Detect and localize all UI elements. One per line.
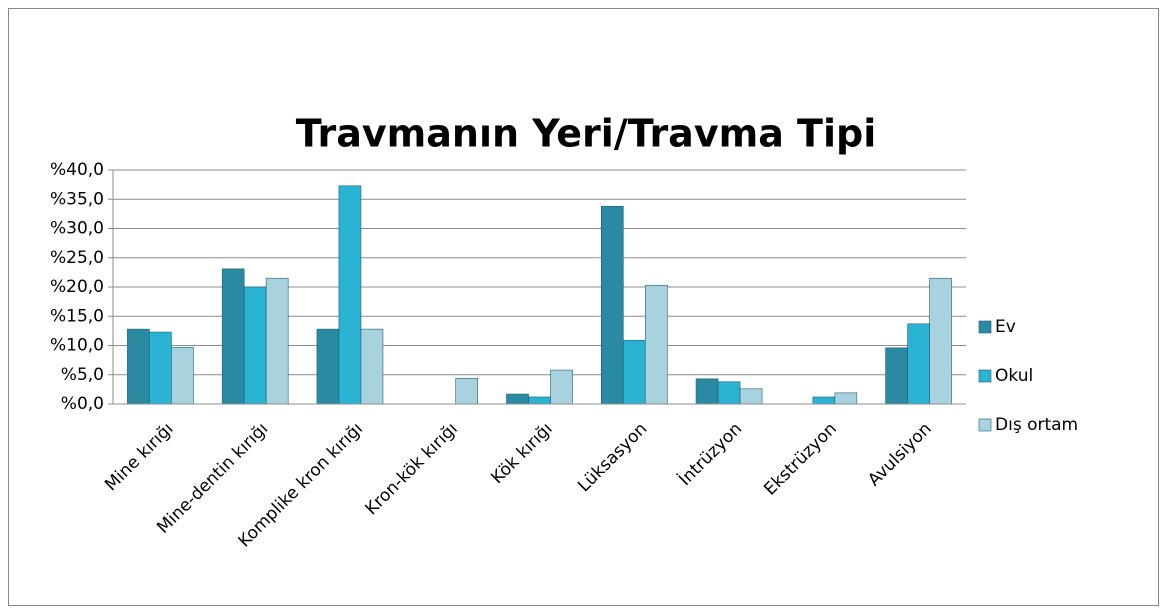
- bar: [127, 328, 150, 405]
- bar: [528, 396, 551, 405]
- bar: [455, 377, 479, 405]
- legend-label: Ev: [995, 317, 1016, 337]
- bar: [171, 346, 194, 405]
- chart-frame: [8, 8, 1159, 606]
- y-tick-label: %25,0: [50, 248, 104, 268]
- bar: [506, 393, 529, 405]
- chart-title: Travmanın Yeri/Travma Tipi: [296, 112, 876, 156]
- bar: [695, 378, 719, 405]
- bar: [338, 185, 362, 405]
- bar: [812, 396, 836, 405]
- y-tick-label: %15,0: [50, 306, 104, 326]
- y-tick-label: %10,0: [50, 336, 104, 356]
- bar: [717, 381, 741, 405]
- legend-swatch: [978, 369, 992, 383]
- y-tick-label: %5,0: [61, 365, 104, 385]
- y-tick-label: %40,0: [50, 160, 104, 180]
- y-tick-label: %0,0: [61, 394, 104, 414]
- legend-label: Okul: [995, 366, 1033, 386]
- bar: [265, 277, 289, 405]
- y-tick-label: %35,0: [50, 189, 104, 209]
- bar: [885, 347, 908, 405]
- legend-swatch: [978, 418, 992, 432]
- bar: [644, 284, 668, 405]
- bar: [550, 369, 573, 405]
- bar: [221, 268, 245, 405]
- y-tick-label: %30,0: [50, 219, 104, 239]
- bar: [316, 328, 340, 405]
- y-tick-label: %20,0: [50, 277, 104, 297]
- bar: [834, 392, 858, 405]
- bar: [907, 323, 930, 405]
- bar: [622, 339, 646, 405]
- bar: [360, 328, 384, 405]
- bar: [243, 286, 267, 405]
- legend-swatch: [978, 320, 992, 334]
- bar: [739, 388, 763, 405]
- bar: [149, 331, 172, 405]
- bar: [929, 277, 952, 405]
- legend-label: Dış ortam: [995, 415, 1078, 435]
- bar: [600, 205, 624, 405]
